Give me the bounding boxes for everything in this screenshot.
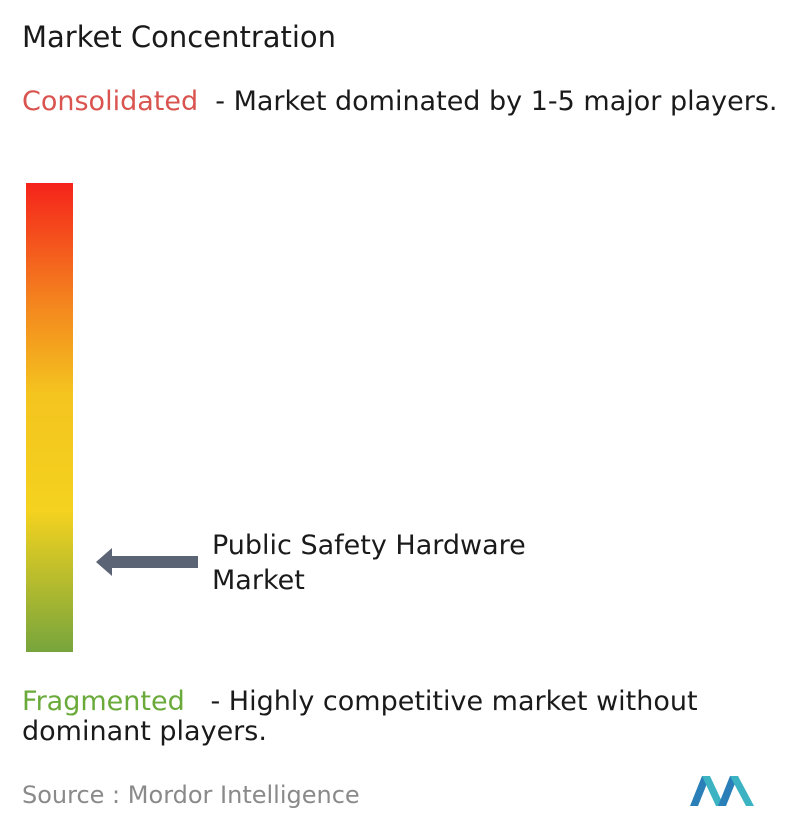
source: Source : Mordor Intelligence bbox=[22, 781, 360, 809]
fragmented-description: - Highly competitive market without domi… bbox=[22, 686, 698, 747]
fragmented-row: Fragmented - Highly competitive market w… bbox=[22, 687, 792, 747]
logo-part bbox=[690, 776, 710, 806]
logo-part bbox=[702, 776, 724, 806]
source-name: Mordor Intelligence bbox=[127, 781, 360, 809]
concentration-gradient bbox=[26, 183, 73, 652]
market-label: Public Safety Hardware Market bbox=[212, 530, 526, 596]
fragmented-label: Fragmented bbox=[22, 686, 185, 717]
market-arrow bbox=[96, 548, 198, 576]
source-label: Source : bbox=[22, 781, 121, 809]
arrow-shape bbox=[96, 548, 198, 576]
logo bbox=[690, 776, 754, 806]
logo-part bbox=[718, 776, 738, 806]
logo-part bbox=[730, 776, 754, 806]
consolidated-row: Consolidated - Market dominated by 1-5 m… bbox=[22, 87, 792, 117]
consolidated-label: Consolidated bbox=[22, 86, 199, 117]
title: Market Concentration bbox=[22, 20, 337, 54]
consolidated-description: - Market dominated by 1-5 major players. bbox=[215, 86, 778, 117]
